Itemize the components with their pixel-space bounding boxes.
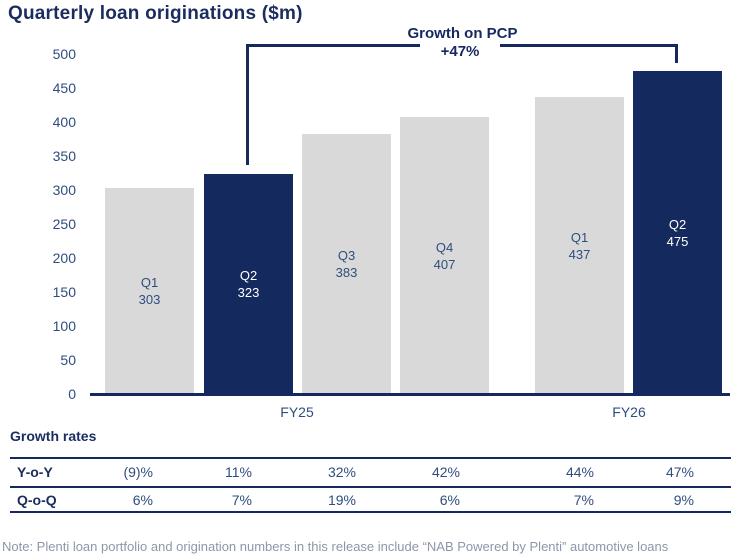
y-axis-tick-label: 100 <box>52 318 76 334</box>
growth-cell: 9% <box>673 492 694 508</box>
y-axis-tick-label: 200 <box>52 250 76 266</box>
y-axis-tick-label: 0 <box>68 386 76 402</box>
x-axis-group-label-fy26: FY26 <box>612 404 646 420</box>
growth-row-label-q-o-q: Q-o-Q <box>17 492 57 508</box>
y-axis-tick-label: 50 <box>60 352 76 368</box>
y-axis-tick-label: 350 <box>52 148 76 164</box>
bar-label: Q3 383 <box>335 248 358 280</box>
growth-bracket-right-line <box>675 44 678 63</box>
bar-label: Q2 323 <box>237 268 260 300</box>
growth-cell: 11% <box>225 464 252 480</box>
x-axis-line <box>90 393 730 396</box>
y-axis-tick-label: 400 <box>52 114 76 130</box>
bar-label: Q1 437 <box>568 230 591 262</box>
growth-cell: 19% <box>327 492 356 508</box>
growth-cell: 7% <box>573 492 594 508</box>
growth-rates-heading: Growth rates <box>10 428 97 444</box>
growth-bracket-value: +47% <box>420 43 500 61</box>
growth-cell: 6% <box>439 492 460 508</box>
y-axis-tick-label: 250 <box>52 216 76 232</box>
growth-bracket-label: Growth on PCP <box>407 25 518 42</box>
growth-cell: 44% <box>565 464 594 480</box>
x-axis-group-label-fy25: FY25 <box>280 404 314 420</box>
bar-q3-fy25 <box>302 134 391 394</box>
growth-cell: 47% <box>665 464 694 480</box>
growth-bracket-left-line <box>246 44 249 165</box>
bar-label: Q4 407 <box>433 240 456 272</box>
y-axis-tick-label: 450 <box>52 80 76 96</box>
bar-q1-fy25 <box>105 188 194 394</box>
chart-title: Quarterly loan originations ($m) <box>8 3 303 24</box>
bar-q2-fy26 <box>633 71 722 394</box>
growth-cell: 42% <box>431 464 460 480</box>
table-rule-bottom <box>10 511 731 513</box>
growth-row-label-y-o-y: Y-o-Y <box>17 464 53 480</box>
y-axis-tick-label: 150 <box>52 284 76 300</box>
y-axis-tick-label: 500 <box>52 46 76 62</box>
bar-q1-fy26 <box>535 97 624 394</box>
y-axis-tick-label: 300 <box>52 182 76 198</box>
table-rule-middle <box>10 486 731 488</box>
bar-label: Q2 475 <box>666 217 689 249</box>
bar-q4-fy25 <box>400 117 489 394</box>
bar-q2-fy25 <box>204 174 293 394</box>
growth-cell: (9)% <box>123 464 153 480</box>
growth-cell: 7% <box>231 492 252 508</box>
growth-cell: 6% <box>132 492 153 508</box>
table-rule-top <box>10 457 731 459</box>
bar-label: Q1 303 <box>138 275 161 307</box>
growth-cell: 32% <box>327 464 356 480</box>
footnote: Note: Plenti loan portfolio and originat… <box>2 539 669 554</box>
